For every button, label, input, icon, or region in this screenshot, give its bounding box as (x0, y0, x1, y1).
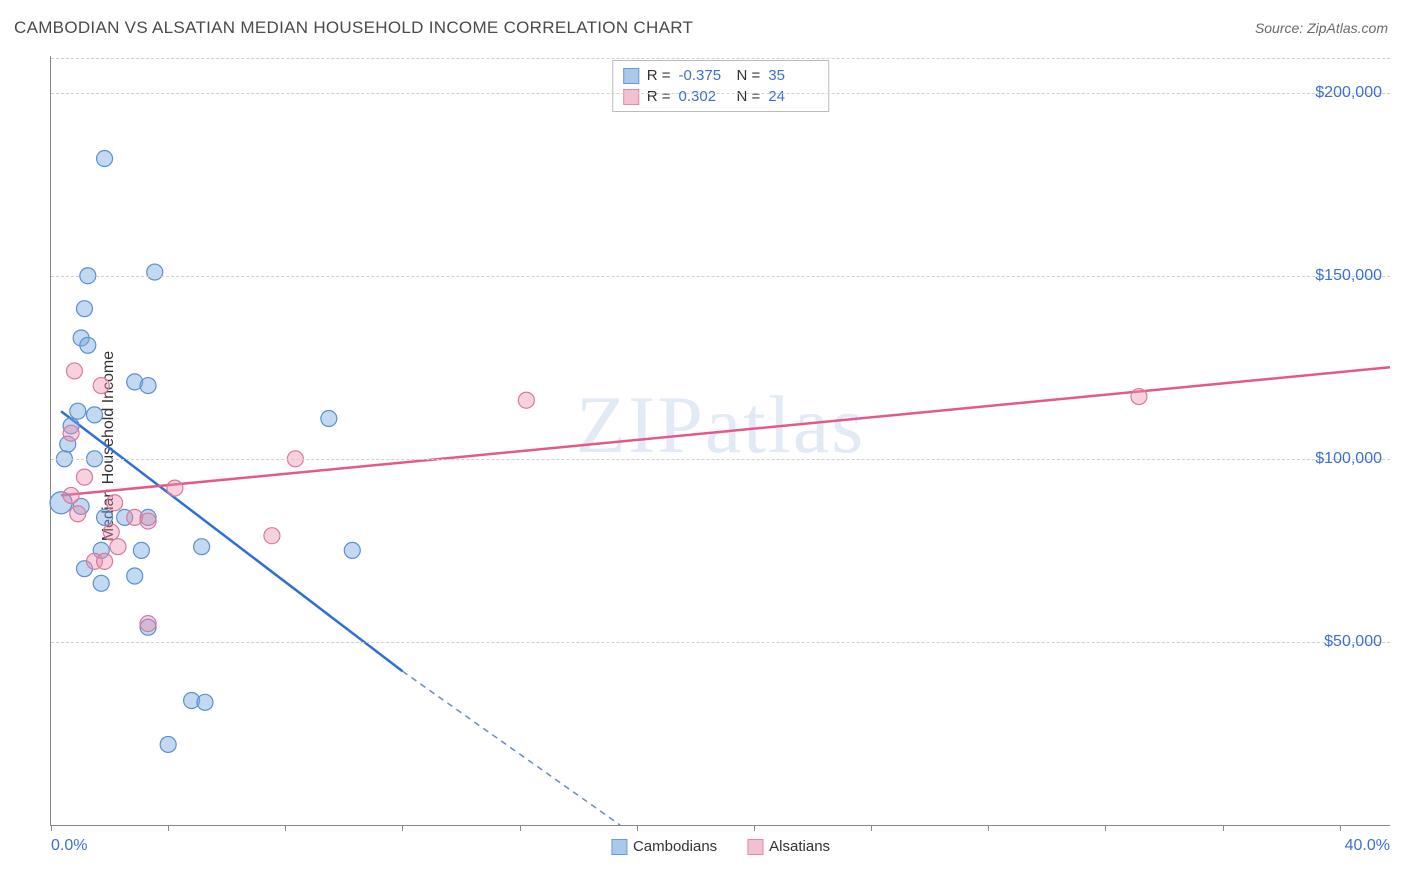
data-point (76, 301, 92, 317)
data-point (194, 539, 210, 555)
data-point (127, 568, 143, 584)
data-point (107, 495, 123, 511)
data-point (110, 539, 126, 555)
x-tick (168, 825, 169, 831)
legend-label-alsatians: Alsatians (769, 838, 830, 855)
data-point (70, 403, 86, 419)
gridline (51, 459, 1390, 460)
data-point (97, 151, 113, 167)
data-point (87, 407, 103, 423)
data-point (103, 524, 119, 540)
data-point (93, 378, 109, 394)
data-point (167, 480, 183, 496)
y-tick-label: $50,000 (1324, 633, 1382, 651)
data-point (76, 469, 92, 485)
x-axis-start-label: 0.0% (51, 837, 87, 855)
legend-item-alsatians: Alsatians (747, 838, 830, 855)
y-tick-label: $200,000 (1315, 84, 1382, 102)
x-tick (754, 825, 755, 831)
legend-item-cambodians: Cambodians (611, 838, 717, 855)
trend-line-extension (402, 671, 620, 825)
x-tick (1223, 825, 1224, 831)
data-point (160, 736, 176, 752)
data-point (80, 337, 96, 353)
gridline (51, 276, 1390, 277)
data-point (321, 411, 337, 427)
x-tick (51, 825, 52, 831)
y-tick-label: $150,000 (1315, 267, 1382, 285)
data-point (133, 542, 149, 558)
data-point (63, 487, 79, 503)
x-axis-end-label: 40.0% (1345, 837, 1390, 855)
data-point (70, 506, 86, 522)
x-tick (1340, 825, 1341, 831)
bottom-legend: Cambodians Alsatians (611, 838, 830, 855)
gridline (51, 93, 1390, 94)
chart-title: CAMBODIAN VS ALSATIAN MEDIAN HOUSEHOLD I… (14, 18, 693, 38)
data-point (140, 378, 156, 394)
gridline (51, 58, 1390, 59)
data-point (518, 392, 534, 408)
x-tick (520, 825, 521, 831)
data-point (140, 513, 156, 529)
chart-container: CAMBODIAN VS ALSATIAN MEDIAN HOUSEHOLD I… (0, 0, 1406, 892)
data-point (147, 264, 163, 280)
legend-swatch-cambodians-icon (611, 839, 627, 855)
data-point (344, 542, 360, 558)
data-point (264, 528, 280, 544)
data-point (1131, 389, 1147, 405)
plot-svg (51, 56, 1390, 825)
x-tick (988, 825, 989, 831)
data-point (66, 363, 82, 379)
data-point (97, 553, 113, 569)
y-tick-label: $100,000 (1315, 450, 1382, 468)
x-tick (871, 825, 872, 831)
data-point (97, 509, 113, 525)
legend-swatch-alsatians-icon (747, 839, 763, 855)
x-tick (1105, 825, 1106, 831)
plot-area: ZIPatlas R = -0.375 N = 35 R = 0.302 N =… (50, 56, 1390, 826)
gridline (51, 642, 1390, 643)
x-tick (285, 825, 286, 831)
data-point (93, 575, 109, 591)
data-point (63, 425, 79, 441)
x-tick (637, 825, 638, 831)
x-tick (402, 825, 403, 831)
trend-line (61, 367, 1390, 495)
source-label: Source: ZipAtlas.com (1255, 20, 1388, 36)
data-point (197, 694, 213, 710)
legend-label-cambodians: Cambodians (633, 838, 717, 855)
data-point (140, 616, 156, 632)
